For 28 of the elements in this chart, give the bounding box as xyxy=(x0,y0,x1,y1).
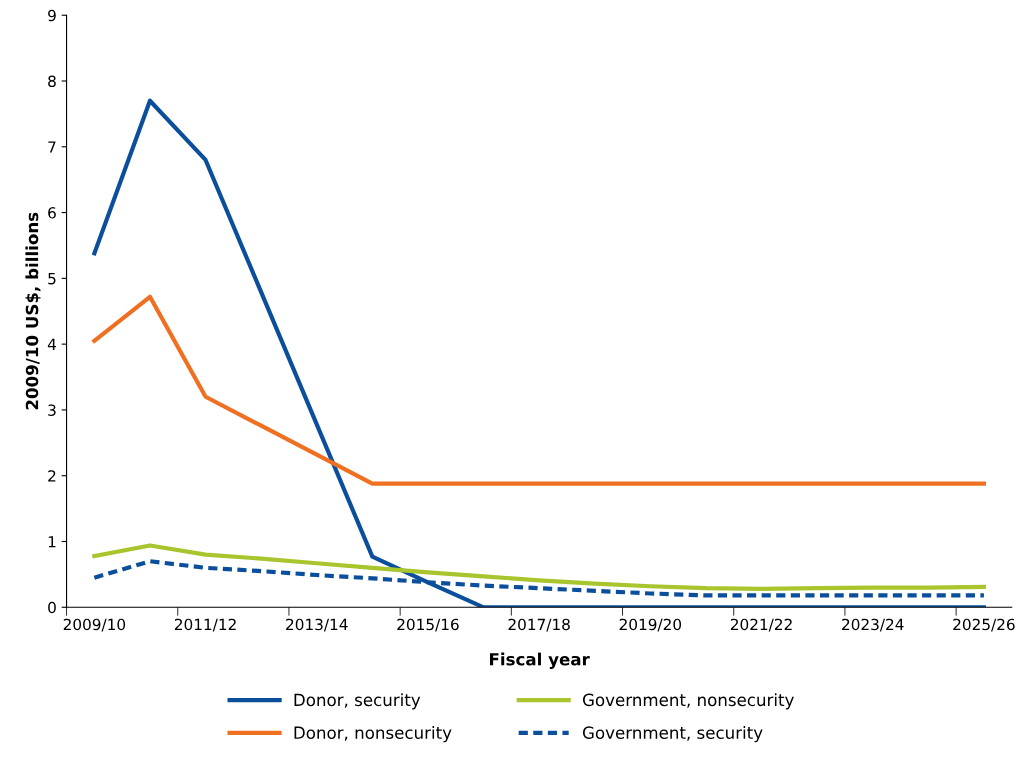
x-tick-label: 2013/14 xyxy=(286,618,348,632)
y-tick-label: 1 xyxy=(48,536,56,548)
y-axis-title: 2009/10 US$, billions xyxy=(25,212,41,410)
y-tick-label: 8 xyxy=(48,75,56,88)
x-tick-label: 2023/24 xyxy=(842,618,904,632)
y-tick-label: 2 xyxy=(48,470,56,482)
x-tick-label: 2009/10 xyxy=(63,618,126,632)
y-tick-label: 0 xyxy=(48,601,56,614)
y-tick-label: 6 xyxy=(48,207,56,219)
x-tick-label: 2011/12 xyxy=(174,618,236,632)
x-tick-label: 2025/26 xyxy=(953,618,1015,632)
line-series xyxy=(92,98,986,608)
line-series xyxy=(92,543,986,591)
y-tick-label: 5 xyxy=(48,273,56,285)
legend-label: Government, nonsecurity xyxy=(582,693,794,710)
y-tick-label: 9 xyxy=(48,9,56,22)
y-tick-label: 7 xyxy=(48,141,56,153)
x-tick-label: 2019/20 xyxy=(619,618,682,632)
legend-label: Donor, nonsecurity xyxy=(294,726,452,743)
legend-label: Donor, security xyxy=(294,693,421,710)
x-tick-label: 2015/16 xyxy=(397,618,459,632)
x-tick-label: 2021/22 xyxy=(730,618,792,632)
y-tick-label: 4 xyxy=(47,338,56,350)
x-tick-label: 2017/18 xyxy=(508,618,570,632)
line-series xyxy=(92,294,986,486)
legend-label: Government, security xyxy=(582,726,763,743)
y-tick-label: 3 xyxy=(48,404,56,416)
x-axis-title: Fiscal year xyxy=(490,652,590,669)
